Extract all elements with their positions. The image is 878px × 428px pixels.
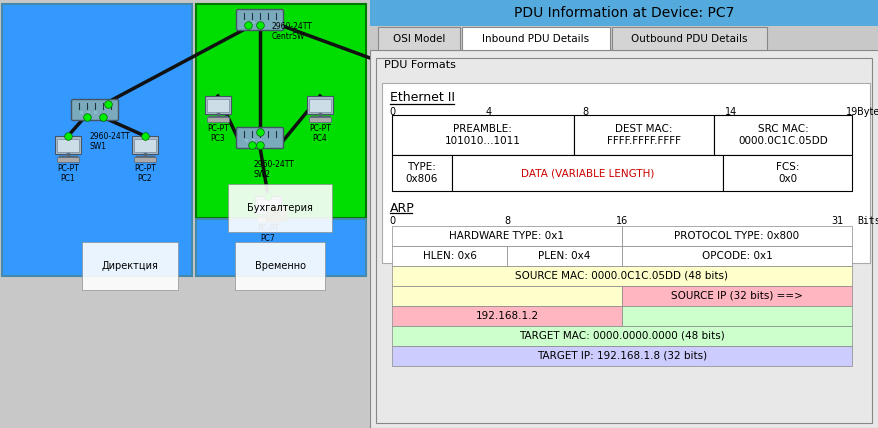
Text: 8: 8	[503, 216, 509, 226]
Text: Bits: Bits	[856, 216, 878, 226]
Text: PREAMBLE:
101010...1011: PREAMBLE: 101010...1011	[444, 124, 520, 146]
Text: Бухгалтерия: Бухгалтерия	[247, 203, 313, 213]
Text: PC-PT
PC2: PC-PT PC2	[134, 164, 155, 184]
Bar	[392, 266, 851, 286]
Text: TARGET MAC: 0000.0000.0000 (48 bits): TARGET MAC: 0000.0000.0000 (48 bits)	[519, 331, 724, 341]
Text: Директция: Директция	[102, 261, 158, 271]
Text: PC-PT
PC1: PC-PT PC1	[57, 164, 79, 184]
Bar	[378, 27, 459, 50]
Bar	[57, 157, 79, 162]
Text: HLEN: 0x6: HLEN: 0x6	[422, 251, 476, 261]
Text: PC-PT
PC3: PC-PT PC3	[207, 124, 228, 143]
Text: Временно: Временно	[255, 261, 306, 271]
Bar	[622, 226, 851, 246]
Text: Inbound PDU Details: Inbound PDU Details	[482, 33, 589, 44]
Bar	[196, 4, 365, 218]
Text: PDU Formats: PDU Formats	[384, 60, 456, 70]
Bar	[611, 27, 766, 50]
Bar	[205, 96, 231, 114]
Text: SRC MAC:
0000.0C1C.05DD: SRC MAC: 0000.0C1C.05DD	[738, 124, 827, 146]
Text: 4: 4	[486, 107, 492, 117]
Bar	[2, 4, 191, 276]
Text: 16: 16	[615, 216, 628, 226]
Bar	[309, 117, 331, 122]
Bar	[266, 206, 285, 220]
Bar	[382, 83, 869, 263]
Text: PDU Information at Device: PC7: PDU Information at Device: PC7	[514, 6, 733, 20]
Bar	[370, 50, 878, 428]
FancyBboxPatch shape	[236, 9, 284, 30]
Bar	[132, 136, 158, 154]
Bar	[622, 286, 851, 306]
Text: DATA (VARIABLE LENGTH): DATA (VARIABLE LENGTH)	[521, 168, 653, 178]
Bar	[723, 155, 851, 191]
Text: 8: 8	[582, 107, 588, 117]
Text: PC-PT
PC7: PC-PT PC7	[256, 224, 278, 244]
Bar	[309, 99, 331, 112]
Text: ARP: ARP	[390, 202, 414, 215]
Text: 19: 19	[845, 107, 857, 117]
Bar	[57, 139, 79, 152]
Bar	[255, 196, 281, 214]
Bar	[392, 326, 851, 346]
Text: TARGET IP: 192.168.1.8 (32 bits): TARGET IP: 192.168.1.8 (32 bits)	[536, 351, 706, 361]
Text: 2960-24TT
SW1: 2960-24TT SW1	[89, 132, 130, 152]
Bar	[206, 117, 229, 122]
Text: OSI Model: OSI Model	[392, 33, 444, 44]
Bar	[622, 306, 851, 326]
Text: 0: 0	[388, 107, 394, 117]
Text: 2960-24TT
CentrSW: 2960-24TT CentrSW	[271, 22, 313, 42]
Text: PC-PT
PC4: PC-PT PC4	[309, 124, 330, 143]
Text: Bytes: Bytes	[856, 107, 878, 117]
Text: SOURCE IP (32 bits) ==>: SOURCE IP (32 bits) ==>	[670, 291, 802, 301]
Bar	[306, 96, 333, 114]
Text: HARDWARE TYPE: 0x1: HARDWARE TYPE: 0x1	[449, 231, 564, 241]
Text: 2960-24TT
SW2: 2960-24TT SW2	[254, 160, 294, 179]
Text: DEST MAC:
FFFF.FFFF.FFFF: DEST MAC: FFFF.FFFF.FFFF	[606, 124, 680, 146]
Bar	[133, 139, 155, 152]
Bar	[196, 219, 365, 276]
Text: 192.168.1.2: 192.168.1.2	[475, 311, 538, 321]
Bar	[206, 99, 229, 112]
Bar	[392, 226, 622, 246]
Bar	[55, 136, 81, 154]
Bar	[462, 27, 609, 50]
Text: PLEN: 0x4: PLEN: 0x4	[537, 251, 590, 261]
Text: Outbound PDU Details: Outbound PDU Details	[630, 33, 747, 44]
Text: FCS:
0x0: FCS: 0x0	[775, 162, 798, 184]
Text: OPCODE: 0x1: OPCODE: 0x1	[701, 251, 772, 261]
Bar	[392, 306, 622, 326]
Text: Ethernet II: Ethernet II	[390, 90, 455, 104]
Bar	[713, 115, 851, 155]
Text: PROTOCOL TYPE: 0x800: PROTOCOL TYPE: 0x800	[673, 231, 799, 241]
Text: SOURCE MAC: 0000.0C1C.05DD (48 bits): SOURCE MAC: 0000.0C1C.05DD (48 bits)	[515, 271, 728, 281]
Bar	[392, 115, 573, 155]
Bar	[256, 217, 278, 222]
Bar	[573, 115, 713, 155]
FancyBboxPatch shape	[236, 128, 284, 149]
Text: 0: 0	[388, 216, 394, 226]
Bar	[133, 157, 155, 162]
Bar	[392, 155, 451, 191]
Bar	[376, 58, 871, 423]
Bar	[622, 246, 851, 266]
FancyBboxPatch shape	[71, 99, 119, 121]
Bar	[451, 155, 723, 191]
Bar	[392, 246, 507, 266]
Text: TYPE:
0x806: TYPE: 0x806	[406, 162, 437, 184]
Bar	[392, 286, 622, 306]
Text: 14: 14	[724, 107, 737, 117]
Bar	[370, 0, 878, 26]
Bar	[256, 199, 278, 212]
Text: 31: 31	[831, 216, 843, 226]
Bar	[507, 246, 622, 266]
Bar	[392, 346, 851, 366]
